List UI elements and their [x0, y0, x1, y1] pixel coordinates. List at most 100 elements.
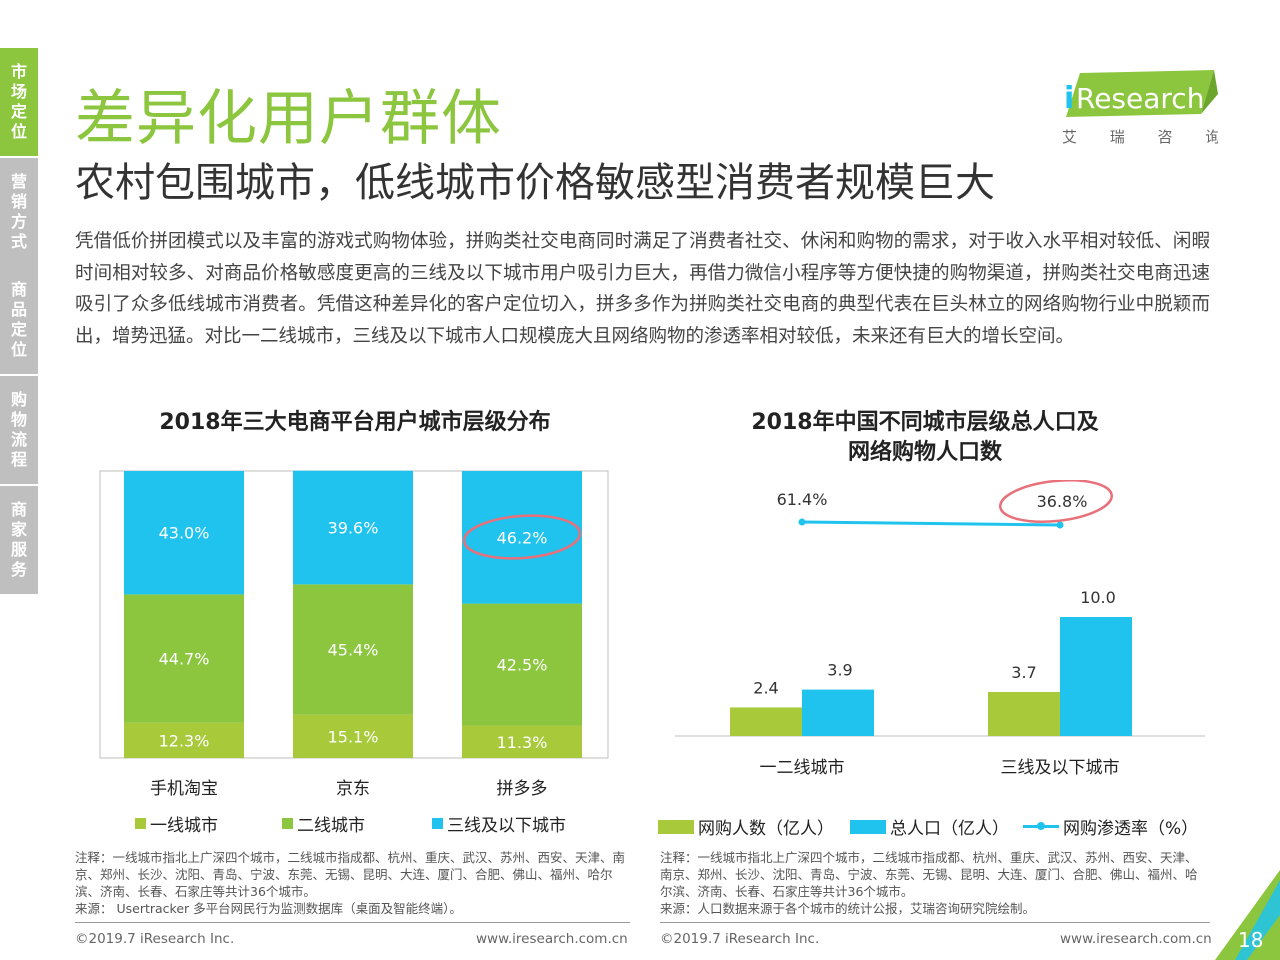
nav-item-char: 定 [10, 102, 27, 121]
chart1-bar-1-2 [293, 470, 413, 585]
legend-swatch [850, 819, 886, 834]
chart2-bar-1-0 [988, 691, 1060, 736]
nav-item-4[interactable]: 购物流程 [0, 376, 38, 484]
chart1-data-label: 46.2% [497, 528, 548, 547]
legend-swatch [135, 818, 146, 829]
nav-item-3[interactable]: 商品定位 [0, 266, 38, 374]
nav-item-char: 位 [10, 122, 27, 141]
chart1-legend-item: 一线城市 [135, 811, 218, 836]
chart1-category-label: 京东 [336, 779, 370, 799]
nav-item-char: 程 [10, 450, 27, 469]
nav-item-char: 营 [10, 172, 27, 191]
chart2-bar-0-1 [802, 689, 874, 736]
chart1-data-label: 44.7% [159, 650, 210, 669]
chart2-category-label: 三线及以下城市 [1001, 758, 1120, 778]
nav-item-char: 场 [10, 82, 27, 101]
nav-item-char: 品 [10, 300, 27, 319]
chart1-bar-1-0 [293, 714, 413, 758]
nav-item-1[interactable]: 市场定位 [0, 48, 38, 156]
chart2-legend-item: 网购人数（亿人） [658, 814, 834, 839]
nav-item-char: 位 [10, 340, 27, 359]
left-note-text: 注释：一线城市指北上广深四个城市，二线城市指成都、杭州、重庆、武汉、苏州、西安、… [75, 850, 626, 899]
chart2-data-label: 3.7 [1011, 663, 1036, 682]
right-copyright: ©2019.7 iResearch Inc. [660, 931, 820, 947]
chart1-data-label: 45.4% [328, 641, 379, 660]
chart1-data-label: 12.3% [159, 731, 210, 750]
chart1-bar-0-2 [124, 471, 244, 595]
chart2-category-label: 一二线城市 [760, 758, 845, 778]
legend-swatch [432, 818, 443, 829]
chart2-legend-item: 网购渗透率（%） [1023, 814, 1198, 839]
chart2-bar-line: 2.4 3.9 一二线城市 3.7 10.0 三线及以下城市 61.4% 36.8% [675, 480, 1205, 778]
legend-label: 总人口（亿人） [890, 819, 1009, 839]
chart1-category-label: 手机淘宝 [150, 779, 218, 799]
legend-label: 网购人数（亿人） [698, 819, 834, 839]
legend-line-dot [1037, 822, 1045, 830]
left-footer-rule [75, 922, 630, 923]
chart2-title-line1: 2018年中国不同城市层级总人口及 [751, 410, 1099, 435]
chart1-bar-0-0 [124, 722, 244, 758]
nav-item-char: 商 [10, 280, 27, 299]
chart1-legend-item: 二线城市 [282, 811, 365, 836]
chart2-legend-item: 总人口（亿人） [850, 814, 1009, 839]
chart2-line-point [1056, 521, 1064, 529]
nav-item-char: 销 [10, 192, 27, 211]
chart1-title: 2018年三大电商平台用户城市层级分布 [159, 410, 551, 435]
nav-item-char: 定 [10, 320, 27, 339]
page-subtitle: 农村包围城市，低线城市价格敏感型消费者规模巨大 [75, 160, 995, 206]
legend-swatch [658, 819, 694, 834]
legend-label: 三线及以下城市 [447, 816, 566, 836]
legend-label: 一线城市 [150, 816, 218, 836]
legend-swatch [282, 818, 293, 829]
legend-label: 网购渗透率（%） [1063, 819, 1199, 839]
chart2-data-label: 10.0 [1080, 588, 1116, 607]
page-title: 差异化用户群体 [75, 84, 502, 154]
iresearch-logo: i Research 艾 瑞 咨 询 [1058, 70, 1220, 150]
right-url: www.iresearch.com.cn [1060, 931, 1212, 947]
nav-item-char: 家 [10, 520, 27, 539]
chart2-line-label: 36.8% [1037, 492, 1088, 511]
nav-item-char: 流 [10, 430, 27, 449]
corner-decoration [1215, 870, 1280, 960]
chart1-highlight-circle [462, 514, 582, 560]
left-url: www.iresearch.com.cn [476, 931, 628, 947]
nav-item-char: 市 [10, 62, 27, 81]
chart2-data-label: 2.4 [753, 678, 778, 697]
nav-item-char: 式 [10, 232, 27, 251]
chart2-bar-0-0 [730, 707, 802, 736]
chart1-category-label: 拼多多 [497, 779, 548, 799]
chart1-data-label: 15.1% [328, 727, 379, 746]
intro-paragraph: 凭借低价拼团模式以及丰富的游戏式购物体验，拼购类社交电商同时满足了消费者社交、休… [75, 231, 1210, 347]
chart2-line-label: 61.4% [777, 490, 828, 509]
chart1-stacked-bar: 12.3% 44.7% 43.0% 手机淘宝 15.1% 45.4% 39.6% 京东 11.3… [99, 470, 609, 799]
logo-chinese: 艾 瑞 咨 询 [1062, 128, 1218, 146]
logo-i: i [1064, 81, 1074, 116]
chart2-penetration-line [801, 520, 1061, 527]
nav-item-5[interactable]: 商家服务 [0, 486, 38, 594]
legend-swatch [1023, 822, 1059, 830]
nav-item-char: 购 [10, 390, 27, 409]
nav-item-char: 服 [10, 540, 27, 559]
chart1-data-label: 39.6% [328, 519, 379, 538]
chart1-bar-0-1 [124, 594, 244, 723]
left-source-text: 来源： Usertracker 多平台网民行为监测数据库（桌面及智能终端）。 [75, 901, 462, 916]
chart2-line-point [798, 518, 806, 526]
chart2-highlight-circle [999, 480, 1113, 523]
logo-wordmark: Research [1076, 82, 1204, 115]
legend-label: 二线城市 [297, 816, 365, 836]
nav-item-char: 务 [10, 560, 27, 579]
right-note: 注释：一线城市指北上广深四个城市，二线城市指成都、杭州、重庆、武汉、苏州、西安、… [660, 849, 1205, 917]
chart1-data-label: 43.0% [159, 524, 210, 543]
nav-item-char: 物 [10, 410, 27, 429]
left-note: 注释：一线城市指北上广深四个城市，二线城市指成都、杭州、重庆、武汉、苏州、西安、… [75, 849, 625, 917]
chart2-title-line2: 网络购物人口数 [847, 440, 1002, 465]
nav-item-2[interactable]: 营销方式 [0, 158, 38, 266]
logo-graphic: i Research 艾 瑞 咨 询 [1062, 70, 1220, 146]
chart2-data-label: 3.9 [827, 661, 852, 680]
chart1-data-label: 42.5% [497, 656, 548, 675]
nav-item-char: 商 [10, 500, 27, 519]
chart1-bar-2-2 [462, 471, 582, 604]
right-note-text: 注释：一线城市指北上广深四个城市，二线城市指成都、杭州、重庆、武汉、苏州、西安、… [660, 850, 1198, 899]
chart1-bar-2-0 [462, 725, 582, 758]
right-source-text: 来源：人口数据来源于各个城市的统计公报，艾瑞咨询研究院绘制。 [660, 901, 1036, 916]
